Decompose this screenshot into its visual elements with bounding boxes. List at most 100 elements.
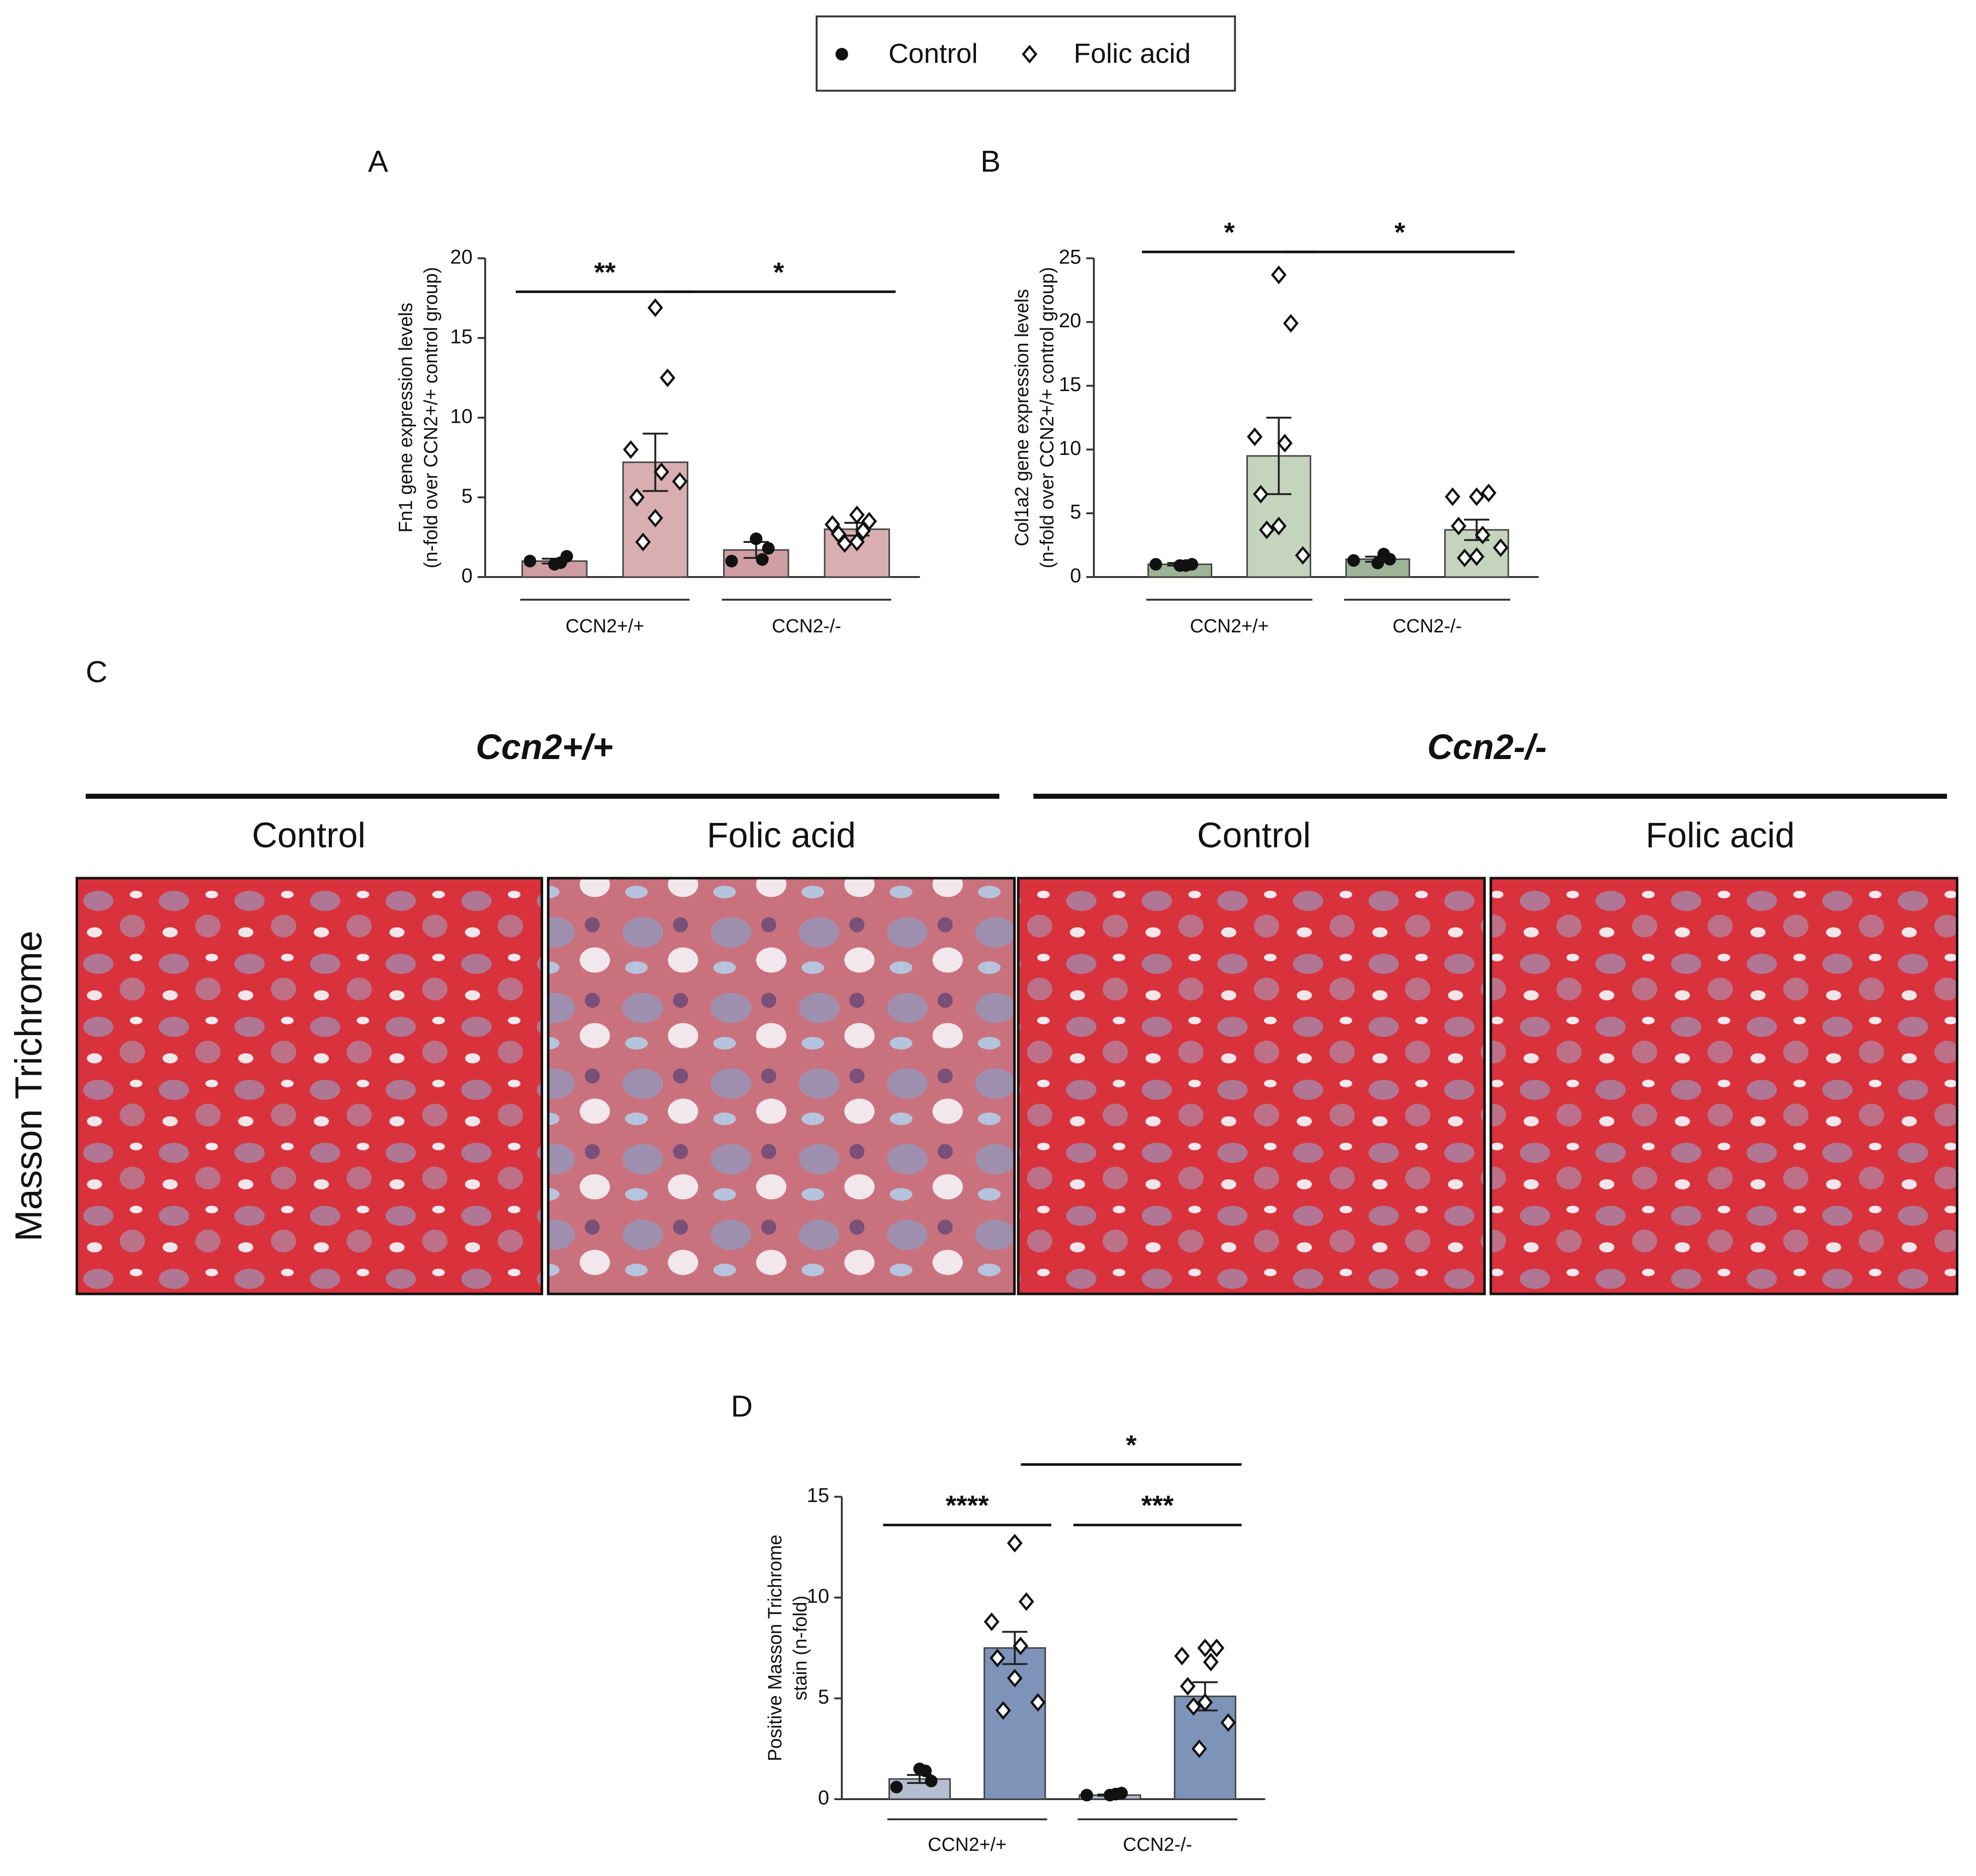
data-point — [725, 554, 738, 568]
error-bar — [643, 432, 668, 492]
data-point — [635, 532, 651, 551]
micrograph — [1017, 877, 1486, 1295]
treatment-label: Control — [252, 815, 366, 855]
data-point — [762, 542, 775, 555]
data-point — [1347, 554, 1360, 567]
y-tick-label: 5 — [462, 485, 473, 507]
legend-marker — [835, 48, 848, 61]
panel-label: A — [368, 145, 388, 178]
data-point — [831, 524, 847, 543]
data-point — [1007, 1668, 1023, 1688]
data-point — [1109, 1788, 1122, 1801]
data-point — [1252, 485, 1269, 504]
data-point — [1180, 559, 1193, 572]
y-tick-label: 5 — [818, 1686, 829, 1708]
data-point — [1277, 434, 1293, 453]
x-tick-label: CCN2-/- — [1123, 1834, 1192, 1855]
legend-label: Folic acid — [1073, 38, 1191, 69]
genotype-label: Ccn2+/+ — [476, 727, 613, 767]
data-point — [750, 532, 763, 545]
y-axis-label: (n-fold over CCN2+/+ control group) — [420, 267, 441, 568]
y-axis-label: (n-fold over CCN2+/+ control group) — [1036, 267, 1057, 568]
y-axis-label: Fn1 gene expression levels — [395, 303, 416, 532]
data-point — [647, 509, 663, 528]
data-point — [1018, 1592, 1034, 1611]
data-point — [1209, 1638, 1225, 1657]
data-point — [1451, 516, 1467, 536]
legend-label: Control — [888, 38, 978, 69]
data-point — [1149, 558, 1162, 571]
data-point — [1259, 520, 1275, 539]
significance-label: * — [1394, 217, 1405, 248]
data-point — [1180, 1676, 1196, 1696]
legend: Control Folic acid — [835, 38, 1191, 69]
data-point — [1197, 1693, 1213, 1712]
y-tick-label: 0 — [1070, 565, 1081, 587]
data-point — [1013, 1636, 1029, 1655]
y-tick-label: 10 — [450, 405, 473, 427]
data-point — [925, 1774, 938, 1788]
x-tick-label: CCN2+/+ — [1190, 615, 1269, 636]
significance-label: *** — [1141, 1489, 1174, 1521]
data-point — [855, 521, 871, 540]
data-point — [1271, 265, 1287, 285]
data-point — [1271, 516, 1287, 536]
significance-label: * — [1224, 217, 1235, 248]
significance-label: **** — [946, 1489, 989, 1521]
micrograph — [547, 877, 1016, 1295]
data-point — [1475, 525, 1491, 544]
panel-label: D — [731, 1389, 753, 1423]
data-point — [837, 534, 853, 553]
data-point — [1203, 1652, 1219, 1671]
data-point — [1295, 546, 1311, 565]
significance-label: * — [773, 256, 784, 288]
y-tick-label: 15 — [1059, 373, 1082, 396]
x-tick-label: CCN2+/+ — [928, 1834, 1007, 1855]
data-point — [660, 368, 676, 388]
row-label: Masson Trichrome — [8, 930, 50, 1241]
data-point — [1457, 548, 1473, 568]
x-tick-label: CCN2-/- — [772, 615, 841, 636]
data-point — [1197, 1638, 1213, 1657]
data-point — [983, 1612, 1000, 1631]
micrograph — [75, 877, 544, 1295]
y-tick-label: 15 — [807, 1484, 830, 1507]
data-point — [629, 488, 645, 507]
data-point — [623, 440, 639, 459]
genotype-label: Ccn2-/- — [1427, 727, 1547, 767]
y-tick-label: 20 — [450, 246, 473, 268]
data-point — [1030, 1693, 1046, 1712]
y-tick-label: 0 — [462, 565, 473, 587]
error-bar — [1266, 416, 1292, 495]
panel-label: B — [980, 145, 1001, 178]
data-point — [825, 515, 841, 534]
x-tick-label: CCN2-/- — [1393, 615, 1462, 636]
y-axis-label: stain (n-fold) — [789, 1596, 811, 1701]
data-point — [1469, 547, 1485, 566]
data-point — [1247, 427, 1263, 446]
micrograph — [1489, 877, 1958, 1295]
data-point — [990, 1648, 1006, 1667]
data-point — [1377, 547, 1390, 560]
y-axis-label: Positive Masson Trichrome — [764, 1535, 785, 1761]
y-tick-label: 10 — [1059, 437, 1082, 459]
data-point — [654, 462, 669, 482]
data-point — [554, 556, 567, 569]
x-tick-label: CCN2+/+ — [566, 615, 645, 636]
y-tick-label: 20 — [1059, 310, 1082, 332]
data-point — [1481, 483, 1497, 503]
data-point — [1007, 1534, 1023, 1553]
data-point — [1186, 1697, 1202, 1716]
data-point — [890, 1780, 903, 1794]
bar: Folic acid — [1174, 1696, 1236, 1800]
data-point — [1220, 1713, 1236, 1732]
data-point — [919, 1764, 932, 1777]
data-point — [1371, 556, 1384, 570]
data-point — [849, 505, 865, 524]
legend-marker — [1022, 45, 1038, 64]
data-point — [861, 512, 877, 531]
data-point — [647, 298, 663, 317]
y-tick-label: 10 — [807, 1585, 830, 1608]
data-point — [672, 472, 688, 491]
